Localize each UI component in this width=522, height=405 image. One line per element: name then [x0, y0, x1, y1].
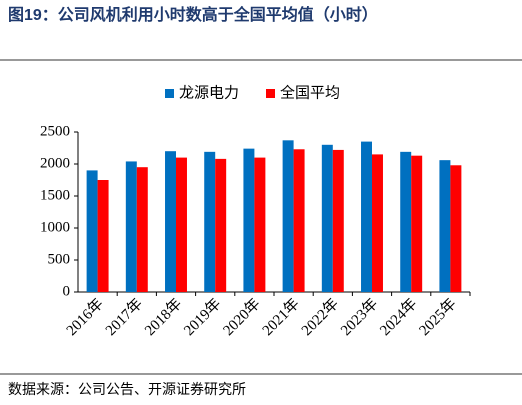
bar: [400, 151, 412, 292]
bar: [97, 180, 109, 292]
bar: [176, 157, 187, 292]
y-tick-label: 1500: [40, 187, 70, 203]
bar: [372, 154, 383, 292]
chart-title: 图19：公司风机利用小时数高于全国平均值（小时）: [8, 5, 378, 24]
y-tick-label: 1000: [40, 219, 70, 235]
bar: [450, 165, 462, 292]
bar: [136, 167, 148, 292]
x-tick-label: 2025年: [416, 295, 460, 339]
x-tick-label: 2023年: [337, 295, 381, 339]
y-tick-label: 2500: [40, 123, 70, 139]
x-tick-label: 2016年: [63, 295, 107, 339]
bar: [204, 151, 216, 292]
legend-label: 龙源电力: [179, 84, 239, 101]
x-tick-label: 2017年: [102, 295, 146, 339]
bar: [411, 155, 423, 292]
y-tick-label: 2000: [40, 155, 70, 171]
bar: [439, 160, 451, 292]
bar: [165, 151, 176, 292]
x-tick-label: 2018年: [141, 295, 185, 339]
x-tick-label: 2021年: [259, 295, 303, 339]
y-tick-label: 500: [48, 251, 71, 267]
x-tick-label: 2020年: [220, 295, 264, 339]
y-tick-label: 0: [63, 283, 71, 299]
bar: [243, 148, 255, 292]
bar: [86, 170, 98, 292]
x-tick-label: 2019年: [181, 295, 225, 339]
legend-swatch: [165, 89, 174, 98]
legend-swatch: [266, 89, 275, 98]
bar: [361, 141, 372, 292]
legend-label: 全国平均: [280, 83, 340, 101]
bar: [282, 140, 294, 292]
source-note: 数据来源：公司公告、开源证券研究所: [8, 382, 246, 398]
bar: [332, 149, 344, 292]
bar: [254, 157, 266, 292]
bar: [215, 158, 227, 292]
x-tick-label: 2024年: [377, 295, 421, 339]
bar: [321, 144, 333, 292]
bar: [125, 161, 137, 292]
x-tick-label: 2022年: [298, 295, 342, 339]
bar: [293, 149, 305, 292]
